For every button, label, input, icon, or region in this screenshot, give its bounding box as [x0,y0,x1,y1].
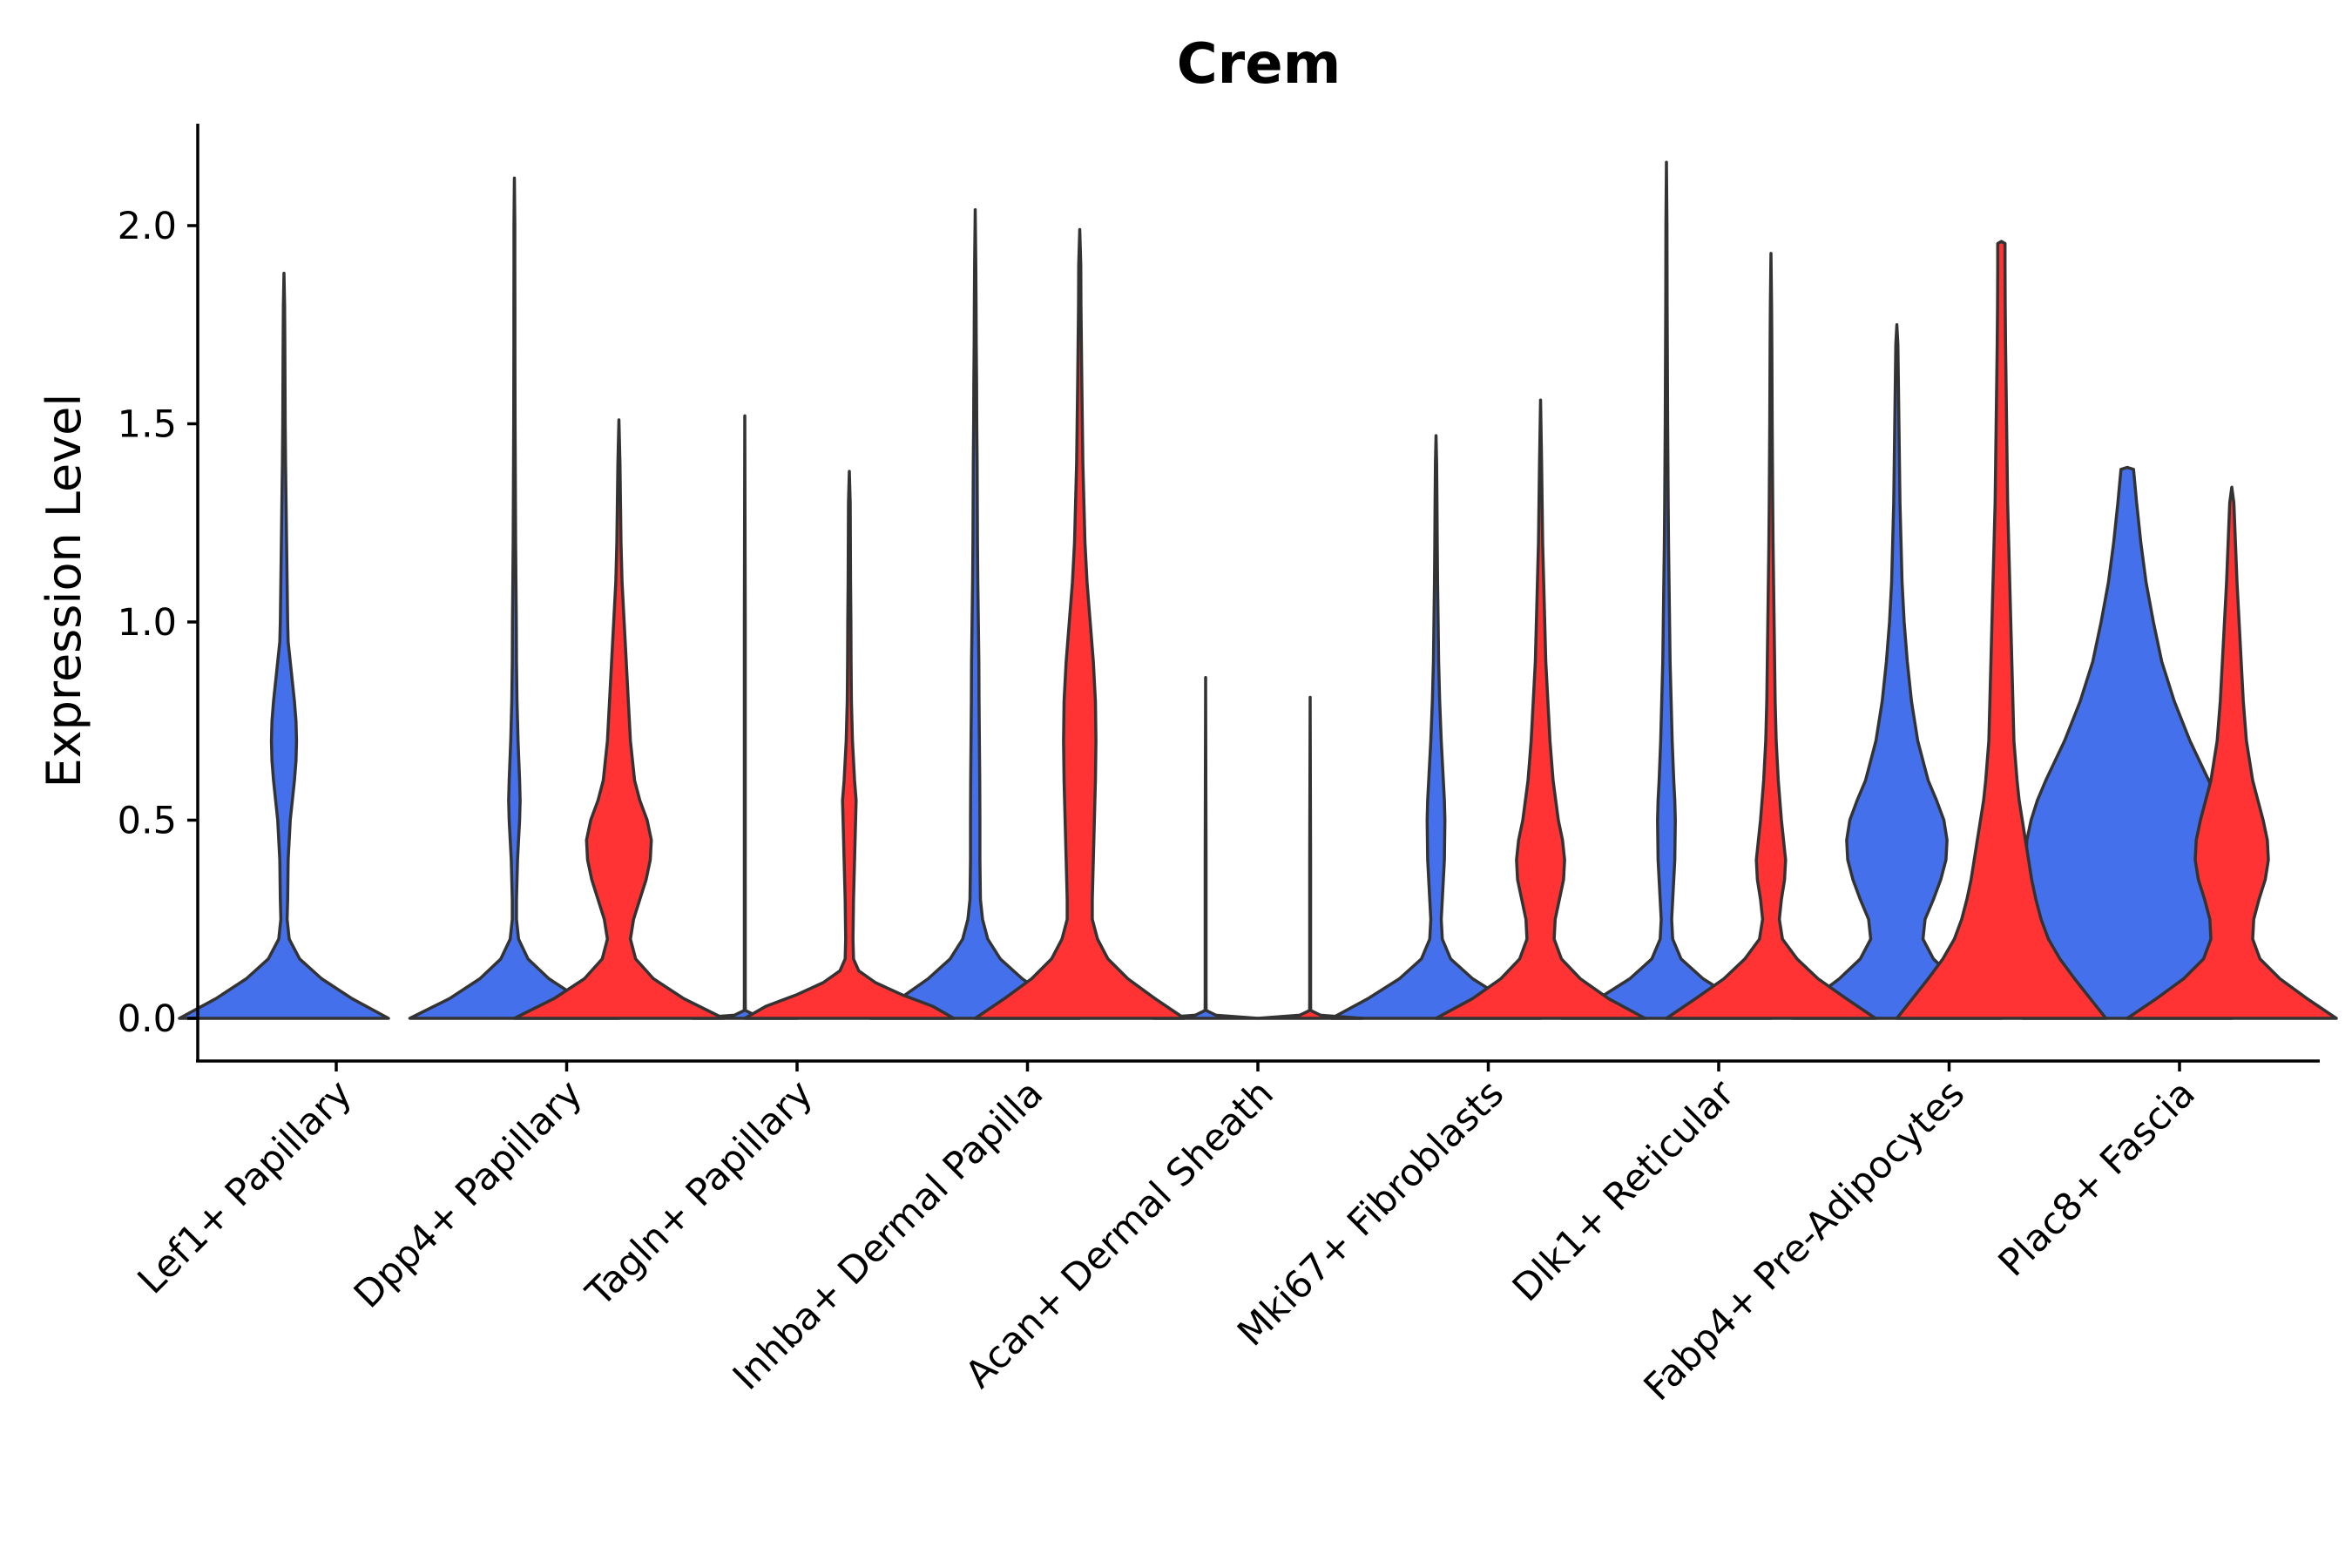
violin-dpp4-papillary-group-1 [408,176,621,1020]
violin-mki67-fibroblasts-group-1 [1329,434,1543,1020]
x-tick-label-plac8-fascia: Plac8+ Fascia [1990,1071,2204,1285]
violin-mki67-fibroblasts-group-2 [1434,398,1647,1020]
violin-inhba-dermal-papilla-group-2 [973,227,1186,1020]
x-tick-label-dpp4-papillary: Dpp4+ Papillary [346,1071,591,1316]
y-ticks: 0.0 0.5 1.0 1.5 2.0 [118,205,198,1041]
x-tick-label-tagln-papillary: Tagln+ Papillary [578,1071,821,1315]
violin-tagln-papillary-group-2 [743,470,956,1020]
violin-inhba-dermal-papilla-group-1 [868,208,1082,1020]
x-tick-label-dlk1-reticular: Dlk1+ Reticular [1504,1071,1743,1310]
violin-plac8-fascia-group-1 [2021,465,2234,1020]
violin-dpp4-papillary-group-2 [512,418,726,1020]
violin-dlk1-reticular-group-2 [1665,252,1877,1020]
violin-dlk1-reticular-group-1 [1560,160,1773,1020]
violin-plac8-fascia-group-2 [2126,485,2338,1020]
y-tick-label: 0.0 [118,997,177,1041]
violin-fabp4-pre-adipocytes-group-1 [1790,323,2004,1020]
violin-layer [178,160,2338,1020]
x-tick-label-mki67-fibroblasts: Mki67+ Fibroblasts [1229,1071,1512,1355]
violin-acan-dermal-sheath-group-2 [1256,695,1364,1020]
y-tick-label: 1.0 [118,601,177,645]
violin-fabp4-pre-adipocytes-group-2 [1895,240,2108,1020]
x-tick-label-lef1-papillary: Lef1+ Papillary [130,1071,361,1302]
y-tick-label: 0.5 [118,800,177,843]
violin-tagln-papillary-group-1 [691,414,799,1020]
y-tick-label: 1.5 [118,403,177,447]
violin-lef1-papillary-group-1 [178,271,390,1020]
y-tick-label: 2.0 [118,205,177,248]
chart-title: Crem [1177,32,1342,97]
y-axis-label: Expression Level [37,394,91,788]
violin-acan-dermal-sheath-group-1 [1152,675,1260,1020]
